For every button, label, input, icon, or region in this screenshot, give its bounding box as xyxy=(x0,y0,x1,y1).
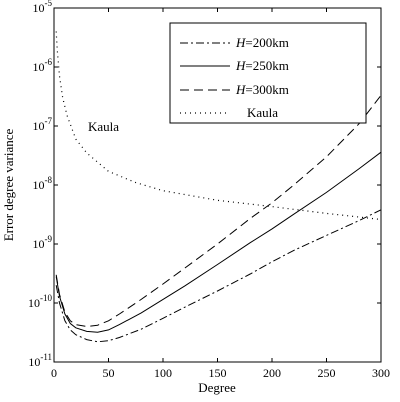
x-tick-label: 150 xyxy=(209,366,227,380)
legend-label-h200: H=200km xyxy=(235,35,289,50)
y-tick-base: 10 xyxy=(28,296,40,310)
series-line-3 xyxy=(55,31,382,221)
kaula-annotation: Kaula xyxy=(88,119,119,134)
legend-label-kaula: Kaula xyxy=(247,105,278,120)
x-tick-label: 200 xyxy=(263,366,281,380)
y-tick-base: 10 xyxy=(33,119,45,133)
legend-label-h200-suffix: =200km xyxy=(245,35,288,50)
y-tick-exponent: -5 xyxy=(45,0,53,8)
legend-label-h250-prefix: H xyxy=(235,58,246,73)
x-tick-label: 250 xyxy=(318,366,336,380)
series-line-0 xyxy=(55,209,382,343)
y-tick-exponent: -6 xyxy=(45,57,53,67)
x-axis-label: Degree xyxy=(198,380,236,395)
series-line-1 xyxy=(55,151,382,333)
legend-label-h250-suffix: =250km xyxy=(245,58,288,73)
y-tick-base: 10 xyxy=(33,178,45,192)
y-tick-label: 10-11 xyxy=(28,352,52,369)
y-tick-label: 10-5 xyxy=(33,0,53,15)
series-line-2 xyxy=(55,95,382,328)
y-tick-exponent: -9 xyxy=(45,234,53,244)
legend-label-h300: H=300km xyxy=(235,82,289,97)
y-tick-base: 10 xyxy=(33,1,45,15)
y-tick-label: 10-7 xyxy=(33,116,53,133)
y-tick-base: 10 xyxy=(28,355,40,369)
legend-label-h300-prefix: H xyxy=(235,82,246,97)
y-tick-exponent: -7 xyxy=(45,116,53,126)
y-tick-exponent: -11 xyxy=(40,352,52,362)
y-tick-label: 10-6 xyxy=(33,57,53,74)
legend: H=200km H=250km H=300km Kaula xyxy=(169,22,367,124)
x-tick-label: 300 xyxy=(372,366,390,380)
y-tick-exponent: -8 xyxy=(45,175,53,185)
legend-box xyxy=(169,22,367,124)
x-tick-label: 100 xyxy=(154,366,172,380)
y-tick-label: 10-9 xyxy=(33,234,53,251)
y-tick-base: 10 xyxy=(33,237,45,251)
series-layer xyxy=(55,31,382,343)
legend-label-h250: H=250km xyxy=(235,58,289,73)
y-axis-label: Error degree variance xyxy=(1,128,16,241)
tick-layer: 0 50 100 150 200 250 30010-1110-1010-910-810-7… xyxy=(28,0,390,380)
y-tick-base: 10 xyxy=(33,60,45,74)
y-tick-exponent: -10 xyxy=(40,293,52,303)
legend-label-h200-prefix: H xyxy=(235,35,246,50)
y-tick-label: 10-10 xyxy=(28,293,52,310)
legend-label-h300-suffix: =300km xyxy=(245,82,288,97)
x-tick-label: 0 xyxy=(51,366,57,380)
y-tick-label: 10-8 xyxy=(33,175,53,192)
x-tick-label: 50 xyxy=(103,366,115,380)
